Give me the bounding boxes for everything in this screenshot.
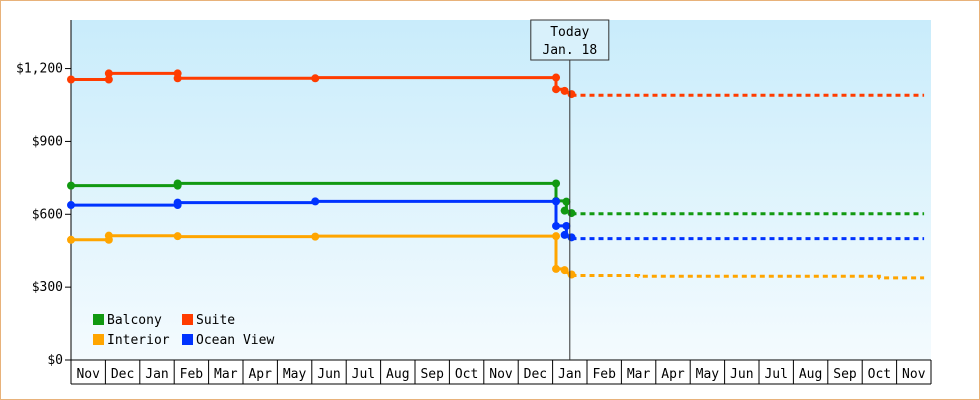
data-point-suite <box>311 74 320 83</box>
data-point-ocean-view <box>552 221 561 230</box>
data-point-suite <box>552 73 561 82</box>
x-tick-label: Oct <box>455 367 478 382</box>
x-tick-label: Mar <box>627 367 651 382</box>
x-tick-label: Aug <box>799 367 822 382</box>
x-tick-label: Aug <box>386 367 409 382</box>
x-tick-label: Feb <box>180 367 204 382</box>
x-tick-label: Sep <box>833 367 857 382</box>
x-tick-label: Nov <box>902 367 926 382</box>
x-tick-label: Dec <box>111 367 134 382</box>
data-point-suite <box>173 74 182 83</box>
data-point-interior <box>560 266 569 275</box>
x-tick-label: Mar <box>214 367 238 382</box>
data-point-balcony <box>562 197 571 206</box>
data-point-interior <box>104 231 113 240</box>
legend-label: Suite <box>196 313 235 328</box>
x-tick-label: Jan <box>145 367 168 382</box>
data-point-interior <box>173 232 182 241</box>
data-point-interior <box>67 235 75 244</box>
x-tick-label: Apr <box>661 367 685 382</box>
x-tick-label: Sep <box>420 367 444 382</box>
data-point-suite <box>104 69 113 78</box>
x-tick-label: Apr <box>248 367 272 382</box>
today-label-box <box>530 19 610 61</box>
data-point-suite <box>552 85 561 94</box>
legend: Balcony Suite Interior Ocean View <box>93 313 274 348</box>
today-label-line1: Today <box>550 25 589 40</box>
today-label-line2: Jan. 18 <box>542 43 597 58</box>
legend-swatch <box>182 334 193 345</box>
x-tick-label: May <box>696 367 720 382</box>
data-point-balcony <box>567 209 576 218</box>
plot-background <box>71 20 931 360</box>
data-point-ocean-view <box>552 197 561 206</box>
data-point-interior <box>567 270 576 279</box>
y-tick-label: $300 <box>32 280 63 295</box>
data-point-balcony <box>552 179 561 188</box>
forecast-line-interior <box>571 274 925 280</box>
x-tick-label: Dec <box>524 367 547 382</box>
data-point-balcony <box>67 181 75 190</box>
data-point-ocean-view <box>560 230 569 239</box>
data-point-interior <box>311 232 320 241</box>
x-tick-label: May <box>283 367 307 382</box>
legend-swatch <box>182 314 193 325</box>
data-point-ocean-view <box>173 198 182 207</box>
data-point-ocean-view <box>562 221 571 230</box>
legend-label: Interior <box>107 333 170 348</box>
x-tick-label: Nov <box>76 367 100 382</box>
x-tick-label: Jul <box>352 367 375 382</box>
x-tick-label: Jul <box>764 367 787 382</box>
x-tick-label: Feb <box>592 367 616 382</box>
x-tick-label: Jun <box>317 367 340 382</box>
y-tick-label: $1,200 <box>16 62 63 77</box>
data-point-suite <box>560 86 569 95</box>
y-axis: $0 $300 $600 $900 $1,200 <box>16 20 72 368</box>
data-point-interior <box>552 264 561 273</box>
today-marker: Today Jan. 18 <box>530 19 610 360</box>
series-lines <box>67 69 925 280</box>
y-tick-label: $900 <box>32 134 63 149</box>
y-tick-label: $0 <box>47 353 63 368</box>
x-tick-label: Nov <box>489 367 513 382</box>
x-axis: Nov Dec Jan Feb Mar Apr May Jun Jul Aug Sep Oct Nov D… <box>70 359 932 385</box>
data-point-suite <box>567 90 576 99</box>
data-point-suite <box>104 75 113 84</box>
data-point-ocean-view <box>311 197 320 206</box>
data-point-ocean-view <box>67 201 75 210</box>
data-point-suite <box>67 75 75 84</box>
x-tick-label: Jun <box>730 367 753 382</box>
data-point-ocean-view <box>567 233 576 242</box>
legend-label: Balcony <box>107 313 162 328</box>
legend-label: Ocean View <box>196 333 274 348</box>
data-point-interior <box>552 232 561 241</box>
data-point-balcony <box>173 179 182 188</box>
legend-swatch <box>93 334 104 345</box>
x-tick-label: Oct <box>868 367 891 382</box>
x-tick-label: Jan <box>558 367 581 382</box>
y-tick-label: $600 <box>32 207 63 222</box>
data-point-balcony <box>560 206 569 215</box>
legend-swatch <box>93 314 104 325</box>
